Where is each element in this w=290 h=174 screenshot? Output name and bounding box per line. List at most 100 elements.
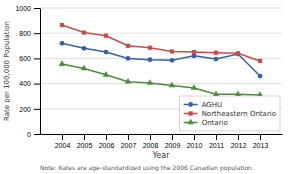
x-tick-mark (106, 134, 107, 140)
point (235, 91, 241, 97)
y-tick-label: 800 (19, 30, 31, 37)
point (147, 79, 153, 85)
legend-item: Northeastern Ontario (184, 110, 276, 118)
x-tick: 2012 (231, 134, 247, 149)
x-tick-mark (238, 134, 239, 140)
x-tick-label: 2011 (209, 142, 224, 149)
chart: 2004 2005 2006 2007 2008 2009 2010 2011 2012 2013… (0, 0, 290, 174)
x-tick-mark (172, 134, 173, 140)
point (60, 23, 64, 27)
y-tick-mark (34, 8, 40, 9)
series (60, 23, 262, 63)
series-line (62, 64, 260, 95)
point (125, 78, 131, 84)
y-tick: 0 (27, 131, 40, 138)
y-tick-mark (34, 58, 40, 59)
legend-marker (189, 111, 193, 115)
point (191, 84, 197, 90)
y-axis-title: Rate per 100,000 Population (3, 21, 11, 121)
y-tick-mark (34, 33, 40, 34)
point (81, 65, 87, 71)
point (148, 46, 152, 50)
legend-label: AGHU (202, 101, 222, 109)
point (104, 34, 108, 38)
x-tick: 2008 (143, 134, 159, 149)
y-tick-label: 600 (19, 55, 31, 62)
x-tick-mark (260, 134, 261, 140)
x-tick: 2010 (187, 134, 203, 149)
x-tick: 2004 (55, 134, 71, 149)
y-tick-mark (34, 134, 40, 135)
y-tick: 400 (19, 80, 40, 87)
legend-label: Ontario (202, 119, 228, 127)
y-tick-label: 200 (19, 106, 31, 113)
series-line (62, 25, 260, 61)
x-axis-line (41, 134, 283, 135)
grid (40, 8, 282, 134)
x-tick-mark (62, 134, 63, 140)
legend-marker (188, 102, 193, 107)
y-axis: 0 200 400 600 800 1000 (15, 5, 40, 138)
point (214, 57, 219, 62)
x-axis: 2004 2005 2006 2007 2008 2009 2010 2011 2012 2013 (41, 134, 283, 149)
y-tick-mark (34, 109, 40, 110)
point (126, 56, 131, 61)
x-tick: 2013 (253, 134, 269, 149)
point (258, 59, 262, 63)
point (258, 74, 263, 79)
legend-label: Northeastern Ontario (202, 110, 276, 118)
point (170, 49, 174, 53)
x-tick: 2005 (77, 134, 93, 149)
point (236, 52, 241, 57)
y-tick: 800 (19, 30, 40, 37)
y-tick-label: 400 (19, 80, 31, 87)
x-tick-label: 2004 (55, 142, 71, 149)
point (169, 82, 175, 88)
x-tick-mark (128, 134, 129, 140)
x-tick: 2009 (165, 134, 181, 149)
x-axis-title: Year (152, 151, 171, 160)
point (214, 51, 218, 55)
grid-line (40, 58, 282, 59)
x-tick-label: 2007 (121, 142, 137, 149)
point (59, 60, 65, 66)
point (126, 44, 130, 48)
legend-item: AGHU (184, 101, 222, 109)
x-tick: 2011 (209, 134, 224, 149)
grid-line (40, 134, 282, 135)
legend-box (180, 96, 280, 131)
x-tick-label: 2009 (165, 142, 181, 149)
point (60, 41, 65, 46)
point (103, 71, 109, 77)
y-tick-mark (34, 84, 40, 85)
point (148, 57, 153, 62)
point (236, 51, 240, 55)
x-tick-label: 2006 (99, 142, 115, 149)
x-tick-mark (84, 134, 85, 140)
point (170, 58, 175, 63)
y-tick: 1000 (15, 5, 40, 12)
point (104, 50, 109, 55)
plot: 2004 2005 2006 2007 2008 2009 2010 2011 2012 2013… (15, 5, 282, 149)
x-tick-label: 2012 (231, 142, 247, 149)
marks (59, 23, 263, 97)
legend-item: Ontario (184, 119, 228, 127)
y-tick-label: 1000 (15, 5, 31, 12)
grid-line (40, 8, 282, 9)
x-tick-mark (150, 134, 151, 140)
x-tick: 2007 (121, 134, 137, 149)
note: Note: Rates are age-standardized using t… (40, 164, 254, 172)
y-tick-label: 0 (27, 131, 31, 138)
x-tick-label: 2013 (253, 142, 269, 149)
y-axis-line (40, 9, 41, 135)
x-tick-mark (194, 134, 195, 140)
series (59, 60, 263, 96)
point (82, 46, 87, 51)
point (82, 30, 86, 34)
series (60, 41, 263, 79)
point (213, 91, 219, 97)
x-tick-label: 2010 (187, 142, 203, 149)
x-tick: 2006 (99, 134, 115, 149)
x-tick-label: 2008 (143, 142, 159, 149)
grid-line (40, 33, 282, 34)
